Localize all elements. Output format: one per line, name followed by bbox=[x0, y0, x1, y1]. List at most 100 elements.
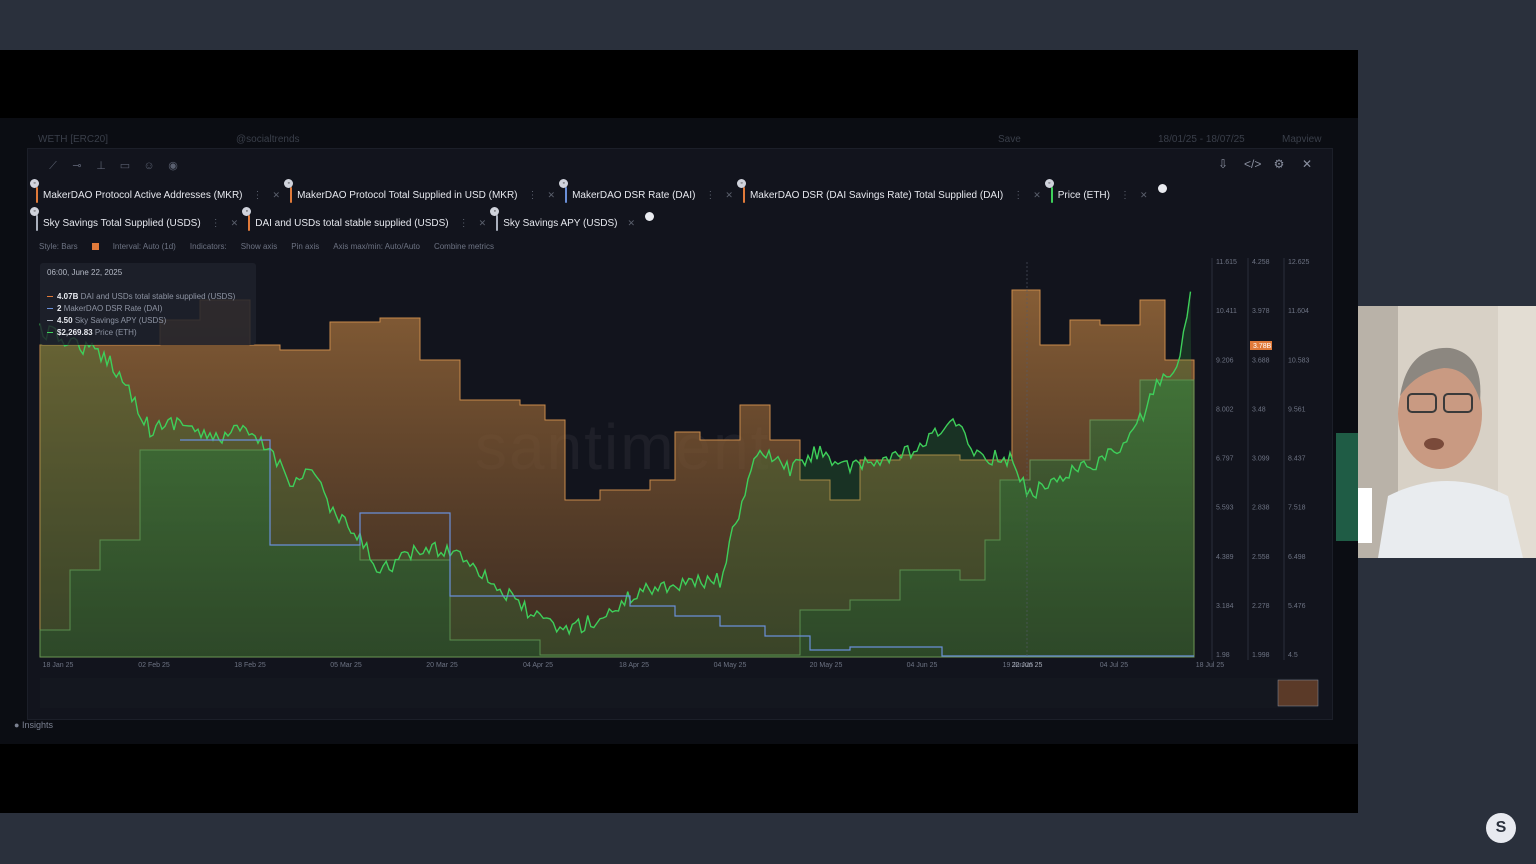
metric-label: MakerDAO Protocol Total Supplied in USD … bbox=[297, 189, 518, 201]
y-tick-label: 8.002 bbox=[1216, 406, 1234, 413]
pin-icon[interactable] bbox=[1157, 183, 1167, 193]
pin-icon[interactable] bbox=[645, 211, 655, 221]
metric-remove-icon[interactable]: ✕ bbox=[627, 217, 636, 228]
y-tick-label: 1.998 bbox=[1252, 652, 1270, 659]
metrics-row-2: ◦ Sky Savings Total Supplied (USDS) ⋮ ✕ … bbox=[30, 207, 662, 233]
y-tick-label: 9.561 bbox=[1288, 406, 1306, 413]
line-draw-icon[interactable]: ⟋ bbox=[49, 160, 57, 172]
metric-dsr-rate[interactable]: ◦ MakerDAO DSR Rate (DAI) ⋮ ✕ bbox=[559, 179, 733, 203]
x-tick-label: 18 Feb 25 bbox=[234, 662, 266, 669]
y-tick-label: 2.558 bbox=[1252, 554, 1270, 561]
tooltip-value: 4.50 bbox=[57, 316, 73, 325]
insights-link[interactable]: ● Insights bbox=[14, 720, 53, 730]
code-icon[interactable]: </> bbox=[1244, 157, 1262, 171]
emoji-icon[interactable]: ☺ bbox=[143, 160, 155, 172]
settings-icon[interactable]: ⚙ bbox=[1273, 157, 1285, 171]
metric-total-supplied-usd[interactable]: ◦ MakerDAO Protocol Total Supplied in US… bbox=[284, 179, 556, 203]
axes: 18 Jan 25 02 Feb 25 18 Feb 25 05 Mar 25 20 M… bbox=[40, 258, 1319, 708]
y-axis-badge-bg bbox=[1250, 341, 1272, 350]
y-tick-label: 10.411 bbox=[1216, 308, 1237, 315]
save-label[interactable]: Save bbox=[998, 134, 1021, 145]
y-tick-label: 2.838 bbox=[1252, 505, 1270, 512]
metric-menu-icon[interactable]: ⋮ bbox=[705, 189, 716, 201]
show-axis-toggle[interactable]: Show axis bbox=[240, 242, 278, 251]
app-logo[interactable]: S bbox=[1486, 813, 1516, 843]
token-name[interactable]: WETH [ERC20] bbox=[38, 134, 109, 145]
y-tick-label: 9.206 bbox=[1216, 357, 1234, 364]
tooltip-row: 2 MakerDAO DSR Rate (DAI) bbox=[47, 304, 162, 313]
metric-color-bar bbox=[565, 187, 568, 203]
x-tick-label: 05 Mar 25 bbox=[330, 662, 362, 669]
metric-remove-icon[interactable]: ✕ bbox=[478, 217, 487, 228]
metric-menu-icon[interactable]: ⋮ bbox=[458, 217, 469, 229]
metric-remove-icon[interactable]: ✕ bbox=[1033, 189, 1041, 200]
axis-minmax-select[interactable]: Axis max/min: Auto/Auto bbox=[333, 242, 420, 251]
date-range[interactable]: 18/01/25 - 18/07/25 bbox=[1158, 134, 1245, 145]
pin-axis-toggle[interactable]: Pin axis bbox=[291, 242, 320, 251]
metric-remove-icon[interactable]: ✕ bbox=[1140, 189, 1148, 200]
y-tick-label: 3.184 bbox=[1216, 603, 1234, 610]
metric-menu-icon[interactable]: ⋮ bbox=[1120, 189, 1130, 201]
metric-dsr-total-supplied[interactable]: ◦ MakerDAO DSR (DAI Savings Rate) Total … bbox=[736, 179, 1041, 203]
x-tick-label: 04 Apr 25 bbox=[523, 662, 553, 669]
y-axis-badge: 3.78B bbox=[1253, 343, 1272, 350]
metric-price-eth[interactable]: ◦ Price (ETH) ⋮ ✕ bbox=[1044, 179, 1148, 203]
eye-icon[interactable]: ◉ bbox=[168, 160, 178, 172]
download-icon[interactable]: ⇩ bbox=[1217, 157, 1229, 171]
metric-icon: ◦ bbox=[490, 207, 500, 216]
combine-metrics-button[interactable]: Combine metrics bbox=[433, 242, 494, 251]
y-tick-label: 3.48 bbox=[1252, 406, 1266, 413]
indicators-select[interactable]: Indicators: bbox=[189, 242, 227, 251]
feedback-tab[interactable] bbox=[1336, 433, 1358, 541]
y-tick-label: 11.615 bbox=[1216, 259, 1237, 266]
tooltip-value: 4.07B bbox=[57, 292, 79, 301]
view-label[interactable]: Mapview bbox=[1282, 134, 1322, 145]
metric-remove-icon[interactable]: ✕ bbox=[547, 189, 556, 200]
y-tick-label: 4.5 bbox=[1288, 652, 1298, 659]
horizontal-line-icon[interactable]: ⊸ bbox=[72, 160, 82, 172]
metric-color-bar bbox=[248, 215, 251, 231]
x-tick-label: 04 May 25 bbox=[714, 662, 747, 669]
y-tick-label: 8.437 bbox=[1288, 456, 1306, 463]
x-tick-label: 18 Jan 25 bbox=[43, 662, 74, 669]
tooltip-row: $2,269.83 Price (ETH) bbox=[47, 328, 137, 337]
style-select[interactable]: Style: Bars bbox=[39, 242, 78, 251]
vertical-line-icon[interactable]: ⊥ bbox=[96, 160, 106, 172]
note-icon[interactable]: ▭ bbox=[119, 160, 131, 172]
metric-menu-icon[interactable]: ⋮ bbox=[527, 189, 538, 201]
chart-tooltip: 06:00, June 22, 2025 4.07B DAI and USDs … bbox=[40, 263, 256, 345]
chart-area[interactable] bbox=[39, 262, 1195, 658]
metric-label: MakerDAO DSR (DAI Savings Rate) Total Su… bbox=[749, 189, 1004, 201]
metric-remove-icon[interactable]: ✕ bbox=[230, 217, 239, 228]
metric-sky-savings-apy[interactable]: ◦ Sky Savings APY (USDS) ✕ bbox=[490, 207, 636, 231]
y-tick-label: 4.258 bbox=[1252, 259, 1270, 266]
panel-actions: ⇩ </> ⚙ ✕ bbox=[1216, 157, 1314, 171]
metric-active-addresses[interactable]: ◦ MakerDAO Protocol Active Addresses (MK… bbox=[30, 179, 281, 203]
metric-label: MakerDAO DSR Rate (DAI) bbox=[572, 189, 696, 201]
tooltip-swatch bbox=[47, 320, 53, 322]
tooltip-value: 2 bbox=[57, 304, 62, 313]
metric-sky-savings-total[interactable]: ◦ Sky Savings Total Supplied (USDS) ⋮ ✕ bbox=[30, 207, 239, 231]
y-tick-label: 11.604 bbox=[1288, 308, 1309, 315]
metric-menu-icon[interactable]: ⋮ bbox=[252, 189, 263, 201]
close-icon[interactable]: ✕ bbox=[1301, 157, 1313, 171]
tooltip-date: 06:00, June 22, 2025 bbox=[47, 268, 123, 277]
x-tick-label: 19 Jun 25 bbox=[1003, 662, 1034, 669]
metric-label: Sky Savings Total Supplied (USDS) bbox=[43, 217, 201, 229]
social-handle[interactable]: @socialtrends bbox=[236, 134, 300, 145]
metric-remove-icon[interactable]: ✕ bbox=[725, 189, 733, 200]
metric-color-bar bbox=[36, 187, 38, 203]
interval-select[interactable]: Interval: Auto (1d) bbox=[112, 242, 176, 251]
metric-color-bar bbox=[496, 215, 499, 231]
metric-remove-icon[interactable]: ✕ bbox=[272, 189, 281, 200]
metric-label: DAI and USDs total stable supplied (USDS… bbox=[255, 217, 449, 229]
metric-icon: ◦ bbox=[1044, 179, 1054, 188]
color-swatch[interactable] bbox=[91, 243, 99, 250]
x-tick-label: 20 May 25 bbox=[810, 662, 843, 669]
metric-label: Price (ETH) bbox=[1057, 189, 1110, 201]
metric-menu-icon[interactable]: ⋮ bbox=[210, 217, 221, 229]
metric-menu-icon[interactable]: ⋮ bbox=[1013, 189, 1024, 201]
tooltip-label: DAI and USDs total stable supplied (USDS… bbox=[80, 292, 236, 301]
metric-dai-usds-stable[interactable]: ◦ DAI and USDs total stable supplied (US… bbox=[242, 207, 487, 231]
